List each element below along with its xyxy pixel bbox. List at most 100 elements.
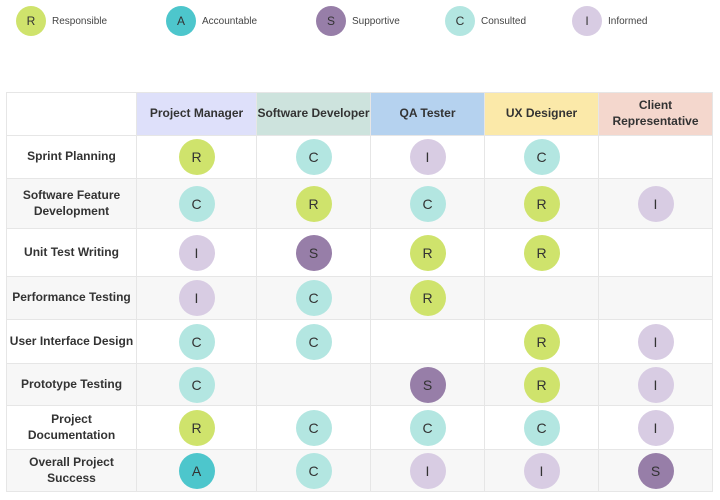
legend-dot-informed: I (572, 6, 602, 36)
assignment-badge: S (637, 452, 674, 489)
legend-dot-accountable: A (166, 6, 196, 36)
assignment-cell: C (256, 276, 371, 320)
assignment-cell: A (136, 449, 257, 492)
assignment-badge: C (523, 409, 560, 446)
task-row: Project Documentation R C C C I (6, 405, 713, 450)
header-row: Project Manager Software Developer QA Te… (6, 92, 713, 136)
role-header: Client Representative (598, 92, 713, 136)
assignment-cell: I (136, 276, 257, 320)
assignment-badge: C (178, 366, 215, 403)
legend: R Responsible A Accountable S Supportive… (16, 6, 716, 38)
assignment-badge: S (295, 234, 332, 271)
assignment-badge: R (523, 323, 560, 360)
assignment-cell: R (136, 405, 257, 450)
assignment-cell (598, 276, 713, 320)
legend-item-supportive: S Supportive (316, 6, 400, 36)
assignment-badge: C (409, 185, 446, 222)
assignment-badge: I (409, 139, 446, 175)
corner-cell (6, 92, 137, 136)
assignment-cell: R (136, 135, 257, 179)
legend-label-consulted: Consulted (481, 15, 527, 27)
assignment-cell (484, 276, 599, 320)
task-label: Performance Testing (6, 276, 137, 320)
assignment-badge: R (178, 409, 215, 446)
assignment-badge: S (409, 366, 446, 403)
assignment-cell (256, 363, 371, 406)
assignment-cell: I (598, 405, 713, 450)
task-label: Sprint Planning (6, 135, 137, 179)
assignment-cell: R (484, 228, 599, 277)
assignment-cell: I (598, 178, 713, 229)
task-label: Project Documentation (6, 405, 137, 450)
assignment-cell: C (370, 405, 485, 450)
task-row: Performance Testing I C R (6, 276, 713, 320)
assignment-cell: R (256, 178, 371, 229)
assignment-cell: I (136, 228, 257, 277)
legend-dot-responsible: R (16, 6, 46, 36)
assignment-badge: R (409, 280, 446, 316)
assignment-badge: R (295, 185, 332, 222)
assignment-cell: S (370, 363, 485, 406)
task-label: Prototype Testing (6, 363, 137, 406)
assignment-badge: I (409, 452, 446, 489)
assignment-cell: S (256, 228, 371, 277)
role-header: QA Tester (370, 92, 485, 136)
role-header: UX Designer (484, 92, 599, 136)
assignment-cell: R (484, 178, 599, 229)
assignment-cell: R (484, 319, 599, 364)
assignment-badge: I (178, 280, 215, 316)
assignment-cell: C (256, 135, 371, 179)
assignment-badge: C (295, 409, 332, 446)
assignment-badge: C (295, 323, 332, 360)
assignment-cell: I (484, 449, 599, 492)
assignment-cell: S (598, 449, 713, 492)
assignment-cell (598, 135, 713, 179)
assignment-badge: R (409, 234, 446, 271)
assignment-badge: R (523, 366, 560, 403)
assignment-cell: C (256, 319, 371, 364)
assignment-badge: I (637, 366, 674, 403)
assignment-badge: C (523, 139, 560, 175)
assignment-badge: C (295, 280, 332, 316)
task-label: Overall Project Success (6, 449, 137, 492)
assignment-cell: R (370, 276, 485, 320)
assignment-cell: I (598, 319, 713, 364)
legend-label-responsible: Responsible (52, 15, 108, 27)
task-label: User Interface Design (6, 319, 137, 364)
assignment-cell: C (370, 178, 485, 229)
role-header: Project Manager (136, 92, 257, 136)
assignment-badge: C (178, 185, 215, 222)
legend-label-accountable: Accountable (202, 15, 258, 27)
assignment-badge: A (178, 452, 215, 489)
raci-matrix: Project Manager Software Developer QA Te… (6, 92, 713, 492)
assignment-cell: C (136, 319, 257, 364)
legend-item-responsible: R Responsible (16, 6, 107, 36)
assignment-cell: C (256, 449, 371, 492)
legend-item-accountable: A Accountable (166, 6, 257, 36)
assignment-badge: C (295, 452, 332, 489)
legend-dot-supportive: S (316, 6, 346, 36)
task-row: Overall Project Success A C I I S (6, 449, 713, 492)
legend-label-informed: Informed (608, 15, 648, 27)
task-label: Unit Test Writing (6, 228, 137, 277)
task-row: Software Feature Development C R C R I (6, 178, 713, 229)
assignment-cell: C (256, 405, 371, 450)
task-row: User Interface Design C C R I (6, 319, 713, 364)
legend-item-consulted: C Consulted (445, 6, 526, 36)
assignment-cell: I (370, 449, 485, 492)
assignment-cell (598, 228, 713, 277)
task-label: Software Feature Development (6, 178, 137, 229)
assignment-badge: I (637, 323, 674, 360)
assignment-cell: R (484, 363, 599, 406)
task-row: Prototype Testing C S R I (6, 363, 713, 406)
assignment-badge: I (523, 452, 560, 489)
legend-dot-consulted: C (445, 6, 475, 36)
assignment-badge: I (637, 409, 674, 446)
assignment-badge: C (178, 323, 215, 360)
task-row: Sprint Planning R C I C (6, 135, 713, 179)
assignment-badge: R (523, 185, 560, 222)
assignment-badge: C (295, 139, 332, 175)
legend-item-informed: I Informed (572, 6, 647, 36)
assignment-cell: C (484, 405, 599, 450)
assignment-badge: R (523, 234, 560, 271)
